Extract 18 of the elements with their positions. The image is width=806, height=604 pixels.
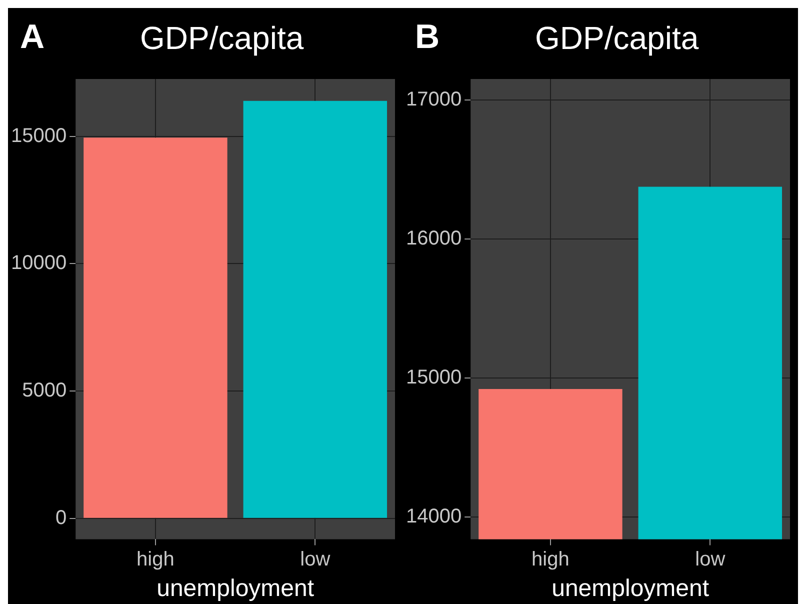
x-tick-label: low — [695, 548, 726, 571]
text: A — [20, 18, 45, 57]
y-tick-label: 15000 — [406, 366, 462, 388]
text: B — [415, 18, 440, 57]
y-tick-label: 14000 — [406, 505, 462, 528]
y-tick-label: 17000 — [406, 88, 462, 110]
chart-title: GDP/capita — [535, 20, 699, 57]
x-tick-label: high — [532, 548, 570, 571]
x-tick-label: low — [300, 548, 331, 571]
y-tick-label: 16000 — [406, 227, 462, 250]
x-tick-label: high — [136, 548, 174, 571]
y-tick-label: 5000 — [22, 379, 67, 402]
y-tick-label: 10000 — [10, 252, 67, 274]
x-axis-title: unemployment — [552, 575, 710, 602]
y-tick-label: 15000 — [10, 124, 67, 147]
x-axis-title: unemployment — [156, 575, 314, 602]
y-tick-label: 0 — [55, 506, 67, 529]
chart-title: GDP/capita — [140, 20, 304, 57]
